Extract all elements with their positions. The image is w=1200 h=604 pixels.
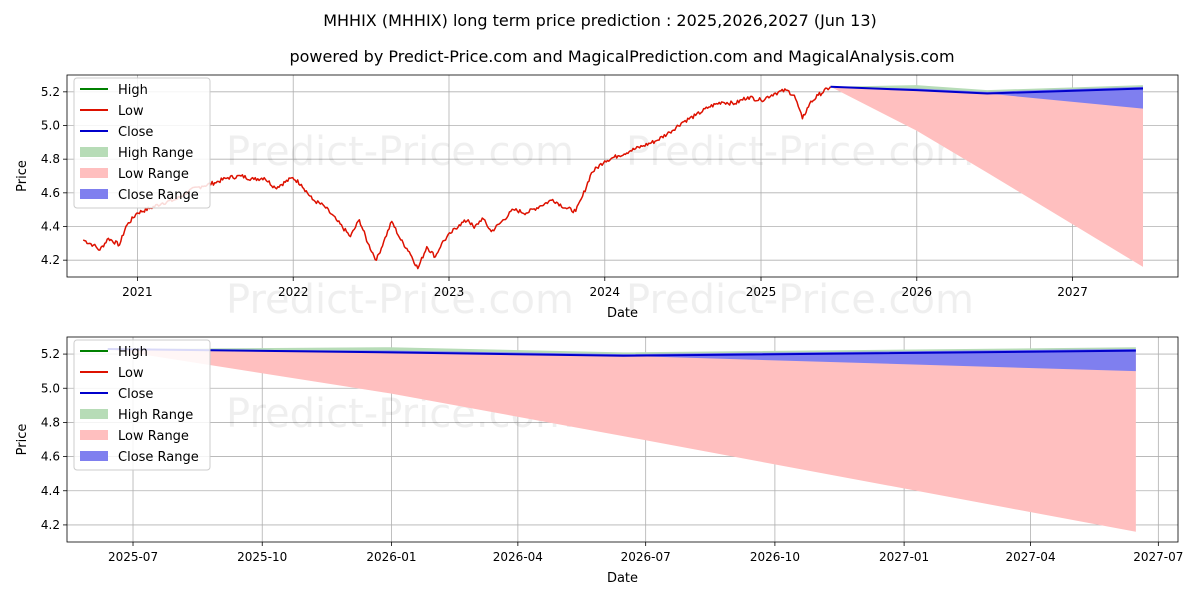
chart-title: MHHIX (MHHIX) long term price prediction… bbox=[323, 11, 877, 30]
high-range-band bbox=[830, 85, 1143, 94]
legend: High Low Close High Range Low Range Close Ran… bbox=[73, 339, 211, 471]
x-axis-label: Date bbox=[607, 571, 638, 586]
high-range-band bbox=[107, 347, 1136, 356]
y-tick-label: 4.2 bbox=[41, 518, 60, 532]
legend-swatch-close-range bbox=[80, 451, 108, 461]
legend-label: Close bbox=[118, 387, 153, 402]
x-tick-label: 2027 bbox=[1057, 285, 1088, 299]
y-tick-label: 4.8 bbox=[41, 152, 60, 166]
legend-label: Close bbox=[118, 125, 153, 140]
y-tick-label: 4.4 bbox=[41, 484, 60, 498]
legend-label: Low bbox=[118, 366, 144, 381]
x-tick-label: 2027-04 bbox=[1005, 550, 1055, 564]
x-tick-label: 2027-01 bbox=[879, 550, 929, 564]
watermark-text: Predict-Price.com bbox=[626, 277, 974, 323]
x-tick-label: 2021 bbox=[122, 285, 153, 299]
x-tick-label: 2027-07 bbox=[1133, 550, 1183, 564]
y-tick-label: 5.2 bbox=[41, 85, 60, 99]
watermark-text: Predict-Price.com bbox=[626, 129, 974, 175]
x-tick-label: 2026-04 bbox=[493, 550, 543, 564]
x-tick-label: 2025 bbox=[746, 285, 777, 299]
y-axis-label: Price bbox=[15, 160, 30, 192]
forecast-zoom-panel: Predict-Price.comPredict-Price.com4.24.4… bbox=[15, 336, 1183, 586]
chart-subtitle: powered by Predict-Price.com and Magical… bbox=[289, 47, 954, 66]
plot-area bbox=[82, 85, 1144, 270]
legend-label: High Range bbox=[118, 146, 193, 161]
legend-label: Low Range bbox=[118, 429, 189, 444]
x-axis-label: Date bbox=[607, 306, 638, 321]
y-tick-label: 4.8 bbox=[41, 415, 60, 429]
legend-label: Close Range bbox=[118, 188, 199, 203]
axes-frame bbox=[66, 74, 1179, 278]
low-range-band bbox=[107, 348, 1136, 532]
x-tick-label: 2025-10 bbox=[237, 550, 287, 564]
legend-label: Low bbox=[118, 104, 144, 119]
close-range-band bbox=[830, 86, 1143, 109]
x-tick-label: 2024 bbox=[590, 285, 621, 299]
x-tick-label: 2026 bbox=[902, 285, 933, 299]
y-tick-label: 4.6 bbox=[41, 450, 60, 464]
legend: High Low Close High Range Low Range Close Ran… bbox=[73, 77, 211, 209]
y-tick-label: 5.2 bbox=[41, 347, 60, 361]
low-range-band bbox=[830, 86, 1143, 267]
x-tick-label: 2026-10 bbox=[750, 550, 800, 564]
legend-swatch-high-range bbox=[80, 409, 108, 419]
legend-swatch-low-range bbox=[80, 168, 108, 178]
legend-swatch-low-range bbox=[80, 430, 108, 440]
y-tick-label: 4.6 bbox=[41, 186, 60, 200]
x-tick-label: 2025-07 bbox=[108, 550, 158, 564]
legend-label: High Range bbox=[118, 408, 193, 423]
x-tick-label: 2026-07 bbox=[621, 550, 671, 564]
close-range-band bbox=[107, 348, 1136, 372]
close-forecast-line bbox=[107, 347, 1136, 357]
y-axis-label: Price bbox=[15, 424, 30, 456]
x-tick-label: 2023 bbox=[434, 285, 465, 299]
legend-label: Low Range bbox=[118, 167, 189, 182]
y-tick-label: 4.2 bbox=[41, 253, 60, 267]
legend-label: High bbox=[118, 83, 148, 98]
y-tick-label: 5.0 bbox=[41, 119, 60, 133]
watermark-text: Predict-Price.com bbox=[226, 277, 574, 323]
legend-swatch-close-range bbox=[80, 189, 108, 199]
legend-label: Close Range bbox=[118, 450, 199, 465]
axes-frame bbox=[66, 336, 1179, 543]
long-term-panel: Predict-Price.com Predict-Price.com Predic… bbox=[15, 74, 1179, 323]
x-tick-label: 2026-01 bbox=[366, 550, 416, 564]
y-tick-label: 4.4 bbox=[41, 220, 60, 234]
x-tick-label: 2022 bbox=[278, 285, 309, 299]
plot-area bbox=[107, 347, 1136, 532]
close-forecast-line bbox=[830, 85, 1144, 95]
legend-label: High bbox=[118, 345, 148, 360]
legend-swatch-high-range bbox=[80, 147, 108, 157]
watermark-text: Predict-Price.com bbox=[226, 129, 574, 175]
y-tick-label: 5.0 bbox=[41, 381, 60, 395]
